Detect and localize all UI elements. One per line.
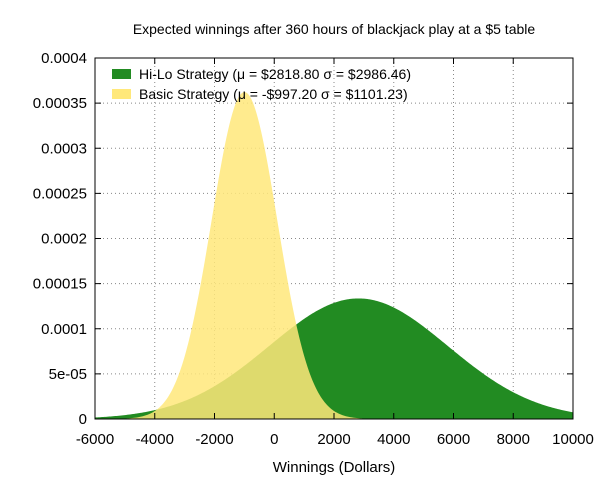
x-tick-label: 8000: [497, 431, 530, 448]
x-tick-label: -2000: [195, 431, 233, 448]
x-tick-label: -6000: [76, 431, 114, 448]
y-tick-label: 0.00025: [33, 185, 87, 202]
legend: Hi-Lo Strategy (μ = $2818.80 σ = $2986.4…: [112, 66, 411, 102]
legend-label-hilo: Hi-Lo Strategy (μ = $2818.80 σ = $2986.4…: [139, 66, 411, 82]
x-axis-label: Winnings (Dollars): [273, 459, 396, 476]
x-tick-label: -4000: [136, 431, 174, 448]
y-tick-label: 0.00015: [33, 276, 87, 293]
y-tick-label: 0.00035: [33, 95, 87, 112]
x-tick-label: 2000: [317, 431, 350, 448]
y-tick-label: 5e-05: [49, 366, 87, 383]
chart-title: Expected winnings after 360 hours of bla…: [133, 21, 536, 37]
plot-series: [95, 92, 573, 420]
y-tick-label: 0.0002: [41, 231, 87, 248]
legend-label-basic: Basic Strategy (μ = -$997.20 σ = $1101.2…: [139, 86, 408, 102]
legend-swatch-hilo: [112, 69, 131, 79]
y-tick-label: 0.0003: [41, 140, 87, 157]
x-tick-label: 4000: [377, 431, 410, 448]
x-tick-label: 10000: [552, 431, 594, 448]
y-tick-label: 0.0004: [41, 50, 87, 67]
y-tick-label: 0: [79, 411, 87, 428]
legend-swatch-basic: [112, 89, 131, 99]
axis-ticks: 0 5e-05 0.0001 0.00015 0.0002 0.00025 0.0003 0.…: [33, 50, 594, 448]
series-area-basic: [95, 92, 573, 420]
y-tick-label: 0.0001: [41, 321, 87, 338]
x-tick-label: 6000: [437, 431, 470, 448]
x-tick-label: 0: [270, 431, 278, 448]
